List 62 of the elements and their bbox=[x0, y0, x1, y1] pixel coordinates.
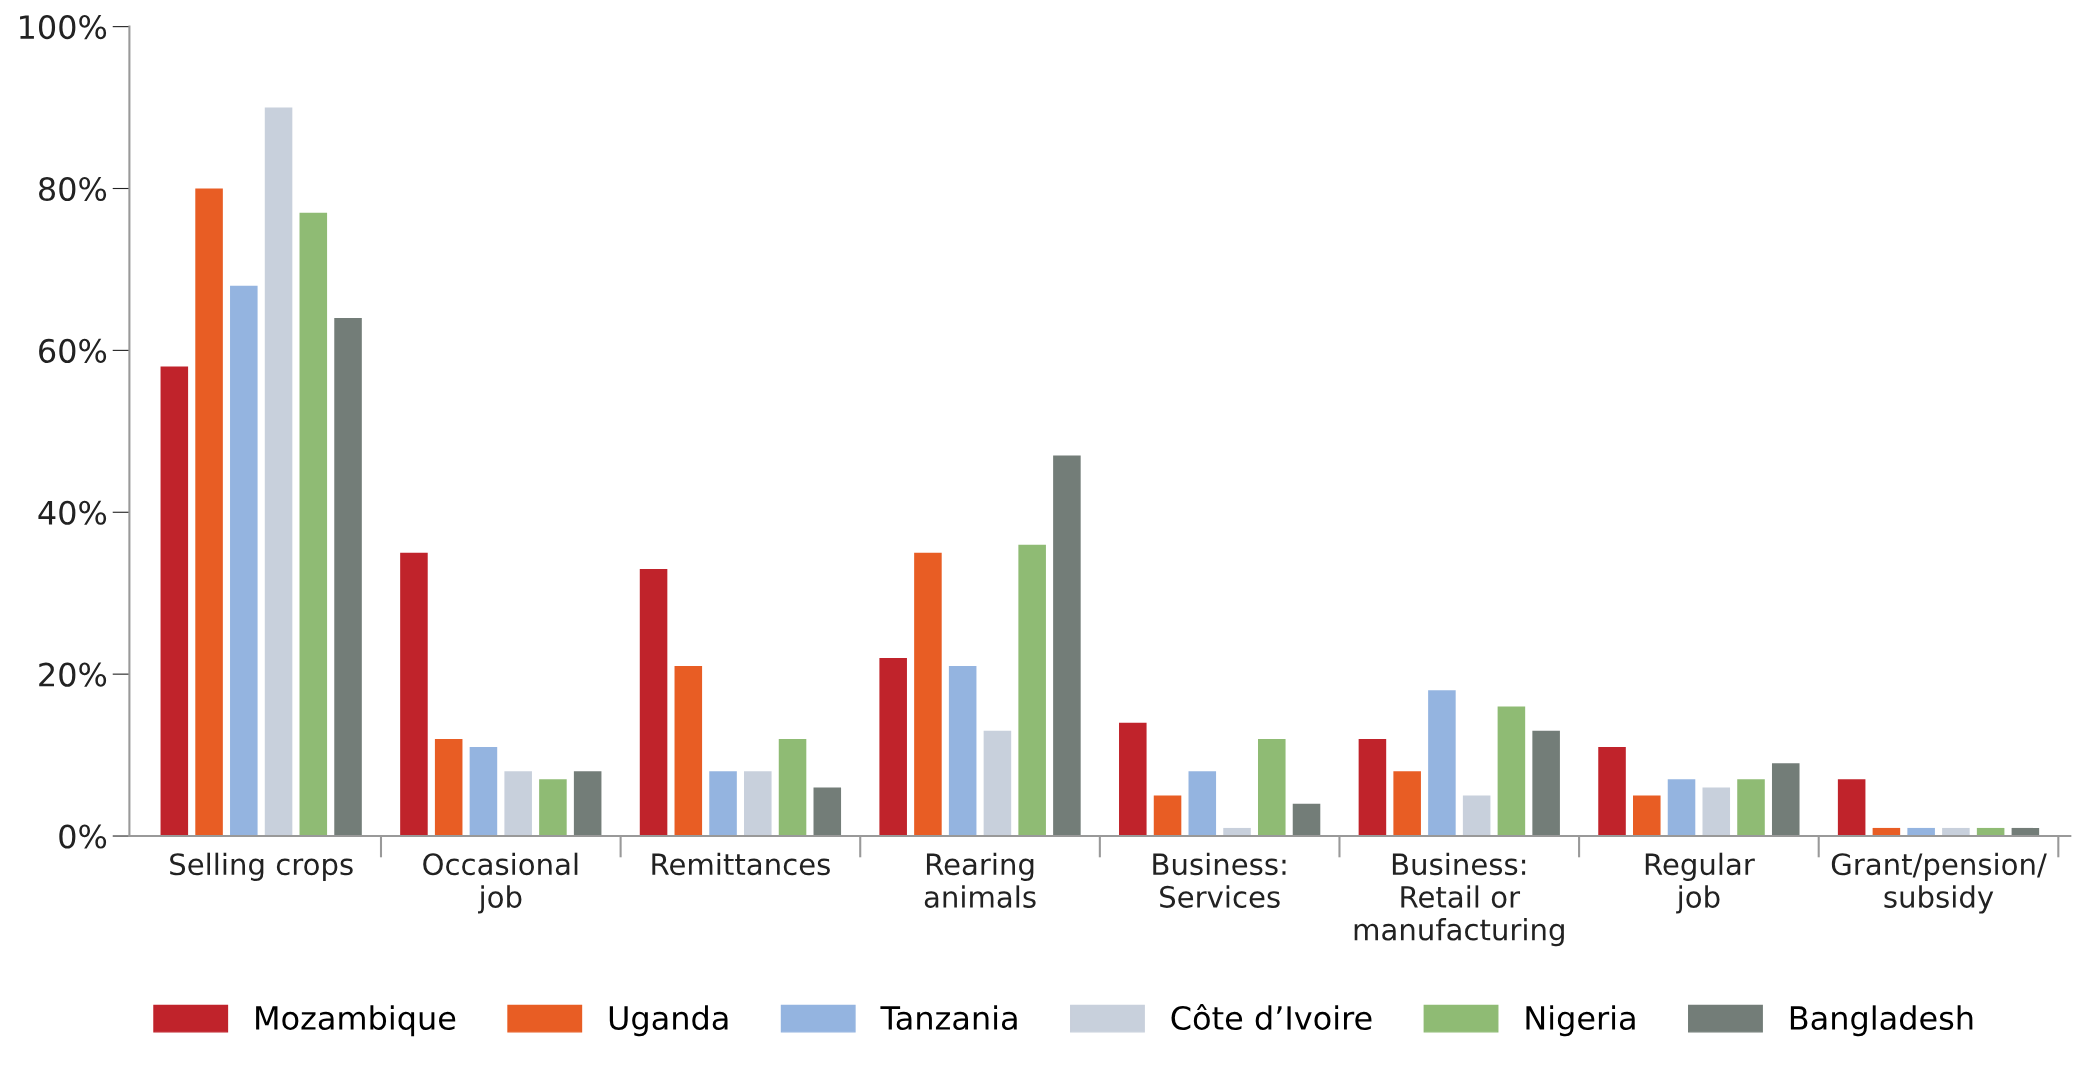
bar bbox=[1598, 746, 1626, 837]
bar bbox=[744, 771, 772, 837]
bar bbox=[334, 318, 362, 837]
bar bbox=[573, 771, 602, 837]
x-tick-label: Selling crops bbox=[170, 852, 353, 881]
bar bbox=[539, 779, 567, 837]
bar bbox=[778, 738, 807, 837]
bar bbox=[879, 657, 907, 837]
bar bbox=[469, 746, 498, 837]
legend-label: Tanzania bbox=[880, 1005, 1017, 1031]
bar bbox=[264, 107, 293, 837]
legend-label: Côte d’Ivoire bbox=[1171, 1004, 1372, 1031]
bar bbox=[1497, 706, 1526, 837]
bar bbox=[674, 666, 703, 837]
y-tick-label: 100% bbox=[20, 15, 107, 40]
y-tick-label: 20% bbox=[39, 662, 107, 687]
x-tick-label: Rearing animals bbox=[924, 852, 1036, 908]
bar bbox=[1018, 544, 1046, 837]
bar bbox=[160, 366, 189, 837]
bar bbox=[983, 730, 1012, 837]
bar bbox=[1737, 779, 1765, 837]
legend-label: Nigeria bbox=[1526, 1005, 1635, 1037]
bar bbox=[1292, 803, 1321, 837]
bar bbox=[813, 787, 842, 837]
bar bbox=[1667, 779, 1696, 837]
x-tick-label: Business: Services bbox=[1153, 852, 1286, 908]
y-tick-label: 0% bbox=[59, 824, 107, 849]
bar bbox=[948, 666, 977, 837]
bar bbox=[1462, 795, 1491, 837]
bar bbox=[1771, 763, 1800, 837]
x-tick-label: Grant/pension/ subsidy bbox=[1831, 852, 2047, 914]
bar bbox=[1053, 455, 1081, 837]
bar bbox=[230, 285, 258, 837]
bar bbox=[195, 188, 223, 837]
bar bbox=[1393, 771, 1421, 837]
bar bbox=[914, 552, 942, 837]
bar bbox=[1358, 738, 1387, 837]
legend-label: Mozambique bbox=[256, 1005, 456, 1037]
bar bbox=[1702, 787, 1731, 837]
bar bbox=[1119, 722, 1147, 837]
bar bbox=[1153, 795, 1182, 837]
bar bbox=[1532, 730, 1560, 837]
bar bbox=[299, 212, 328, 837]
y-tick-label: 40% bbox=[38, 500, 107, 525]
y-tick-label: 80% bbox=[39, 176, 107, 202]
bar bbox=[1837, 779, 1866, 837]
bar bbox=[639, 568, 668, 837]
bar bbox=[1258, 738, 1286, 837]
legend-label: Uganda bbox=[609, 1005, 728, 1037]
bar bbox=[1428, 690, 1456, 837]
x-tick-label: Occasional job bbox=[423, 852, 578, 914]
bar bbox=[1188, 771, 1217, 837]
y-tick-label: 60% bbox=[39, 338, 107, 363]
bar bbox=[709, 771, 737, 837]
x-tick-label: Regular job bbox=[1645, 852, 1755, 914]
bar bbox=[400, 552, 428, 837]
x-tick-label: Remittances bbox=[652, 852, 830, 876]
bar bbox=[434, 738, 463, 837]
bar bbox=[504, 771, 532, 837]
legend-label: Bangladesh bbox=[1790, 1005, 1973, 1037]
x-tick-label: Business: Retail or manufacturing bbox=[1354, 852, 1564, 947]
bar bbox=[1633, 795, 1661, 837]
